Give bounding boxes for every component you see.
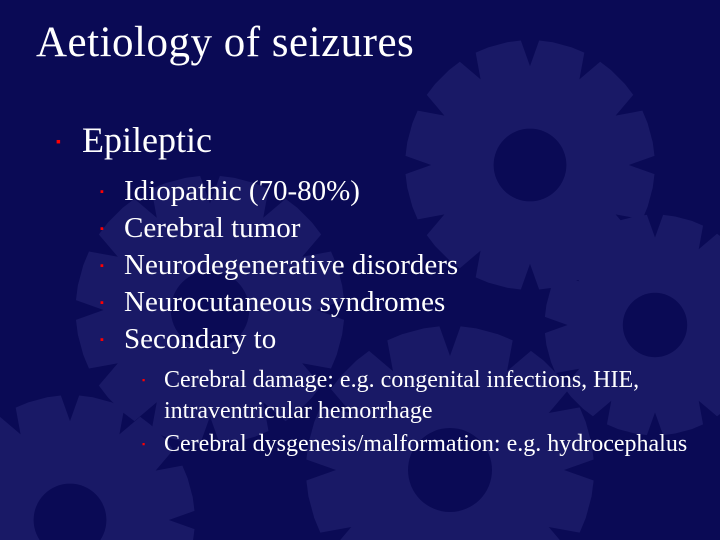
list-item-label: Cerebral damage: e.g. congenital infecti…: [164, 367, 639, 424]
list-item-label: Cerebral dysgenesis/malformation: e.g. h…: [164, 431, 687, 457]
list-item: Secondary to Cerebral damage: e.g. conge…: [124, 321, 692, 460]
slide-content: Aetiology of seizures Epileptic Idiopath…: [0, 0, 720, 460]
slide-title: Aetiology of seizures: [36, 18, 692, 67]
list-item-label: Idiopathic (70-80%): [124, 175, 360, 207]
list-item-label: Epileptic: [82, 119, 692, 161]
list-item: Cerebral dysgenesis/malformation: e.g. h…: [164, 429, 692, 460]
list-item-label: Secondary to: [124, 323, 276, 355]
list-item: Neurocutaneous syndromes: [124, 284, 692, 321]
list-item: Idiopathic (70-80%): [124, 173, 692, 210]
list-item-label: Neurodegenerative disorders: [124, 249, 458, 281]
bullet-list-level3: Cerebral damage: e.g. congenital infecti…: [124, 365, 692, 461]
bullet-list-level1: Epileptic Idiopathic (70-80%) Cerebral t…: [36, 119, 692, 460]
list-item: Cerebral damage: e.g. congenital infecti…: [164, 365, 692, 427]
list-item: Cerebral tumor: [124, 210, 692, 247]
list-item-label: Neurocutaneous syndromes: [124, 286, 445, 318]
bullet-list-level2: Idiopathic (70-80%) Cerebral tumor Neuro…: [82, 173, 692, 460]
list-item-label: Cerebral tumor: [124, 212, 300, 244]
list-item: Neurodegenerative disorders: [124, 247, 692, 284]
list-item: Epileptic Idiopathic (70-80%) Cerebral t…: [82, 119, 692, 460]
